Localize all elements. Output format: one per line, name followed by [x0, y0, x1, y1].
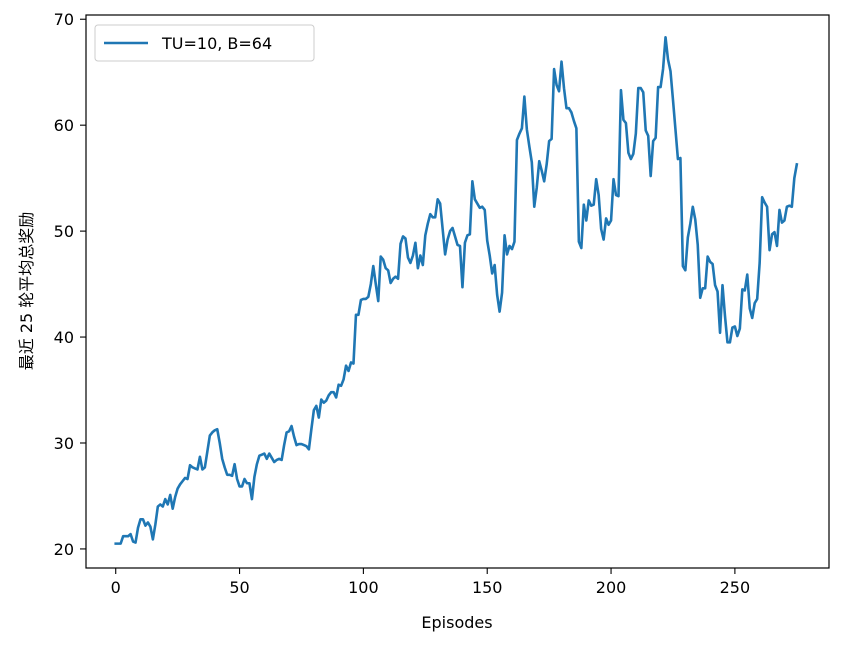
- plot-frame: [85, 14, 830, 569]
- y-axis-ticks: 20 30 40 50 60 70: [54, 10, 86, 559]
- y-axis-label: 最近 25 轮平均总奖励: [17, 212, 36, 371]
- x-tick-label: 200: [596, 578, 627, 597]
- y-tick-label: 70: [54, 10, 74, 29]
- x-tick-label: 0: [111, 578, 121, 597]
- x-tick-label: 50: [229, 578, 249, 597]
- y-tick-label: 50: [54, 222, 74, 241]
- x-tick-label: 100: [348, 578, 379, 597]
- legend-box: [94, 24, 315, 62]
- x-axis-label: Episodes: [421, 613, 492, 632]
- y-tick-label: 60: [54, 116, 74, 135]
- y-tick-label: 30: [54, 434, 74, 453]
- series-line-0: [114, 35, 799, 545]
- x-axis-ticks: 0 50 100 150 200 250: [111, 568, 751, 597]
- legend: TU=10, B=64: [94, 24, 315, 62]
- legend-label: TU=10, B=64: [161, 34, 272, 53]
- y-tick-label: 20: [54, 540, 74, 559]
- x-tick-label: 150: [472, 578, 503, 597]
- x-tick-label: 250: [720, 578, 751, 597]
- y-tick-label: 40: [54, 328, 74, 347]
- plot-lines: [114, 35, 799, 545]
